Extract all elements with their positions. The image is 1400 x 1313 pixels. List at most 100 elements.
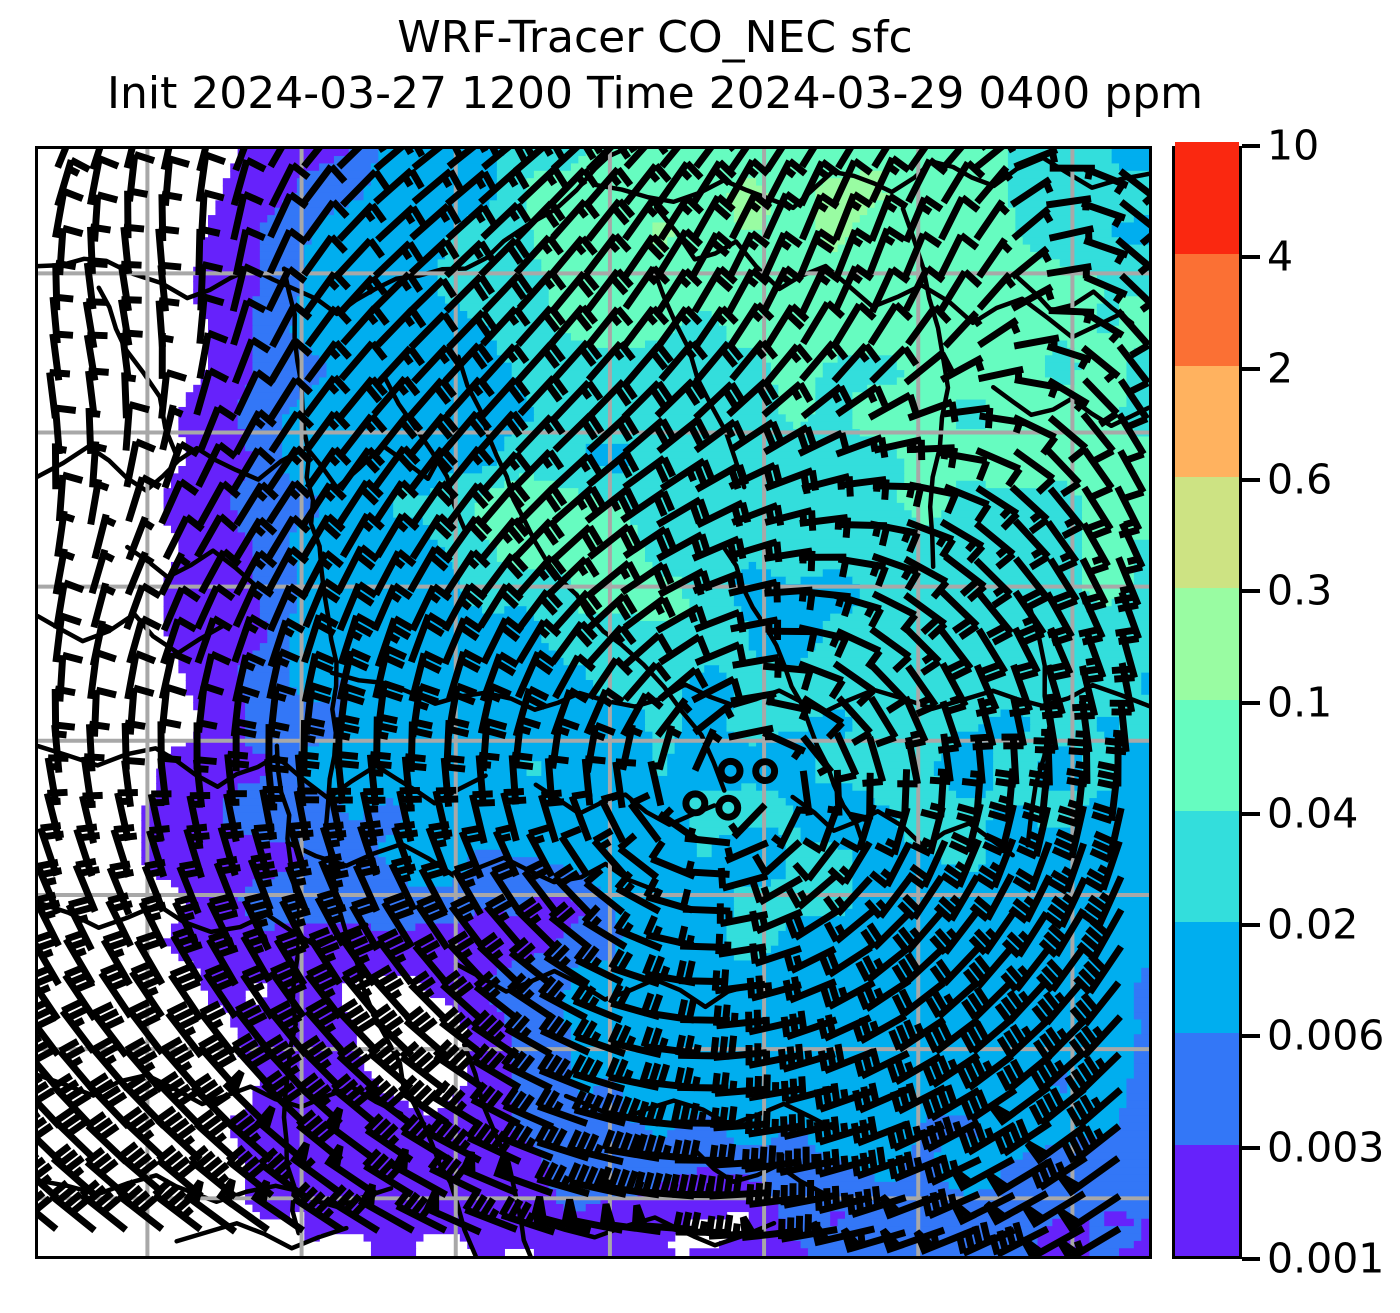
wind-barb — [1012, 841, 1053, 893]
wind-barb — [1043, 876, 1088, 930]
wind-barb — [216, 1178, 270, 1233]
wind-barb — [1056, 772, 1087, 828]
wind-barb — [375, 928, 414, 986]
figure-title: WRF-Tracer CO_NEC sfc Init 2024-03-27 12… — [0, 10, 1310, 122]
wind-barb — [516, 270, 567, 311]
wind-barb — [1047, 557, 1080, 612]
wind-barb — [336, 149, 387, 170]
wind-barb — [550, 149, 604, 172]
wind-barb — [869, 663, 908, 714]
wind-barb — [477, 582, 524, 629]
wind-barb — [480, 616, 525, 665]
wind-barb — [831, 158, 873, 206]
wind-barb — [79, 1179, 128, 1233]
wind-barb — [969, 873, 1015, 922]
colorbar-label-7: 0.6 — [1267, 455, 1333, 504]
wind-barb — [233, 549, 278, 596]
wind-barb — [1083, 237, 1129, 265]
wind-barb — [831, 342, 882, 384]
wind-barb — [548, 901, 592, 951]
wind-barb — [233, 481, 279, 527]
wind-barb — [403, 1005, 449, 1059]
wind-barb — [409, 682, 441, 738]
geo-line-31 — [693, 1149, 826, 1196]
wind-barb — [273, 929, 308, 987]
wind-barb — [672, 1211, 730, 1237]
wind-barb — [745, 1181, 803, 1208]
wind-barb — [38, 1034, 60, 1090]
wind-barb — [195, 151, 227, 203]
wind-barb — [445, 203, 497, 241]
wind-barb — [122, 401, 151, 451]
wind-barb — [1008, 874, 1053, 924]
wind-barb — [267, 583, 309, 632]
wind-barb — [129, 960, 165, 1019]
wind-barb — [940, 149, 986, 171]
wind-barb — [441, 615, 483, 666]
wind-barb — [675, 960, 729, 986]
wind-barb — [513, 149, 565, 174]
wind-barb — [480, 481, 531, 525]
wind-barb — [406, 377, 457, 420]
wind-barb — [869, 841, 913, 889]
wind-barb — [834, 227, 875, 277]
wind-barb — [445, 445, 495, 488]
wind-barb — [492, 823, 520, 878]
wind-barb — [1024, 1122, 1088, 1165]
wind-barb — [240, 926, 273, 983]
wind-barb — [268, 999, 309, 1058]
wind-barb — [802, 805, 841, 854]
wind-barb — [715, 933, 767, 958]
wind-barb — [515, 896, 557, 949]
wind-barb — [1011, 206, 1054, 241]
wind-barb — [410, 480, 459, 526]
wind-barb — [987, 768, 1017, 823]
wind-barb — [832, 191, 873, 241]
wind-barb — [409, 446, 458, 491]
wind-barb — [160, 585, 201, 632]
wind-barb — [371, 582, 413, 632]
wind-barb — [770, 805, 804, 850]
wind-barb — [514, 200, 566, 242]
wind-barb — [550, 452, 603, 491]
wind-barb — [366, 751, 392, 806]
wind-barb — [1083, 840, 1123, 893]
wind-barb — [535, 1087, 589, 1127]
wind-barb — [374, 615, 414, 668]
map-plot-area[interactable] — [35, 146, 1152, 1259]
wind-barb — [973, 520, 1016, 570]
wind-barb — [869, 626, 912, 674]
wind-barb — [745, 1074, 804, 1102]
wind-barb — [335, 713, 360, 769]
wind-barb — [691, 265, 738, 314]
wind-barb — [515, 485, 568, 526]
wind-barb-layer — [38, 149, 1149, 1256]
colorbar-band-5 — [1175, 587, 1239, 700]
wind-barb — [724, 839, 769, 864]
colorbar-tick-6 — [1242, 589, 1260, 594]
wind-barb — [231, 613, 270, 664]
wind-barb — [716, 903, 769, 928]
wind-barb — [194, 583, 236, 630]
wind-barb — [304, 446, 352, 490]
wind-barb — [476, 931, 519, 984]
wind-barb — [552, 653, 596, 700]
wind-barb — [375, 204, 427, 243]
wind-barb — [408, 311, 459, 351]
wind-barb — [446, 930, 487, 984]
wind-barb — [622, 197, 670, 242]
wind-barb — [469, 1081, 521, 1128]
wind-barb — [658, 633, 711, 666]
wind-barb — [511, 716, 542, 769]
wind-barb — [749, 943, 802, 967]
wind-barb — [38, 965, 61, 1022]
wind-barb — [621, 380, 673, 420]
wind-barb — [1119, 272, 1149, 313]
colorbar[interactable]: 0.001 0.003 0.006 0.02 0.04 0.1 0.3 0.6 2 4 10 — [1172, 125, 1384, 1279]
wind-barb — [977, 317, 1021, 349]
wind-barb — [799, 340, 849, 382]
wind-barb — [778, 1214, 838, 1243]
wind-barb — [886, 1053, 943, 1085]
wind-barb — [225, 1144, 275, 1199]
colorbar-label-5: 0.1 — [1267, 678, 1333, 726]
